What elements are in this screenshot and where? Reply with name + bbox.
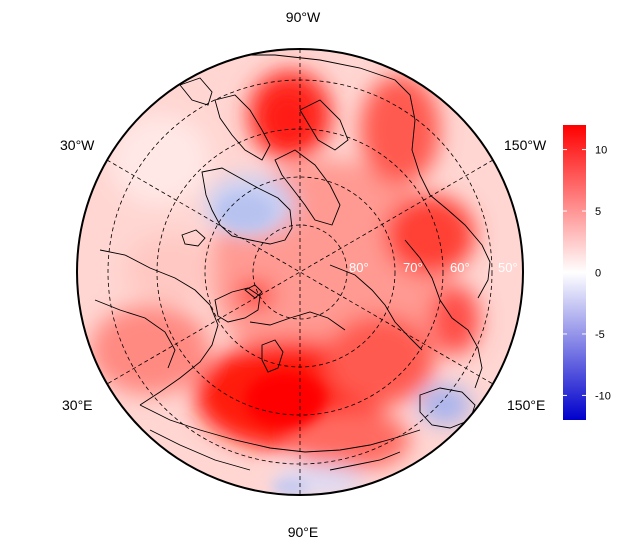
lon-label-upper-right: 150°W [504, 137, 547, 153]
meridian-30 [106, 159, 494, 385]
colorbar-tick-label: 10 [595, 145, 607, 157]
lon-label-top: 90°W [286, 9, 321, 25]
colorbar-tick-label: -10 [595, 390, 611, 402]
anomaly-field [77, 49, 523, 495]
colorbar-ticks: 10 5 0 -5 -10 [563, 145, 611, 402]
graticule [106, 49, 494, 495]
colorbar-ramp [563, 125, 586, 420]
greenland-outline [201, 167, 293, 245]
lat-label-60: 60° [450, 260, 470, 275]
meridian-150 [106, 159, 494, 385]
lat-label-50: 50° [498, 260, 518, 275]
colorbar-tick-label: 0 [595, 268, 601, 280]
lon-label-lower-right: 150°E [507, 397, 545, 413]
lon-label-lower-left: 30°E [62, 397, 93, 413]
coastlines [94, 54, 491, 471]
lat-label-80: 80° [349, 260, 369, 275]
colorbar: 10 5 0 -5 -10 [563, 125, 611, 420]
lat-label-70: 70° [403, 260, 423, 275]
colorbar-tick-label: 5 [595, 206, 601, 218]
lon-label-upper-left: 30°W [60, 137, 95, 153]
lon-label-bottom: 90°E [288, 524, 319, 540]
map-boundary [76, 48, 524, 496]
colorbar-tick-label: -5 [595, 329, 605, 341]
